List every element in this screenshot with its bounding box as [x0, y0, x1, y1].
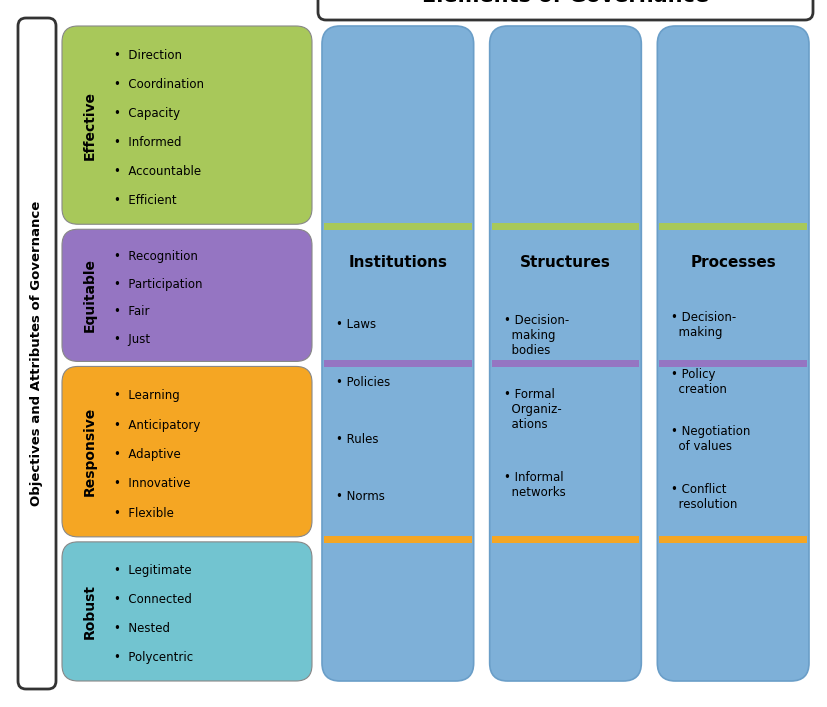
Text: • Decision-
  making: • Decision- making [672, 310, 737, 339]
FancyBboxPatch shape [62, 26, 312, 224]
Text: • Formal
  Organiz-
  ations: • Formal Organiz- ations [504, 388, 562, 431]
Text: •  Just: • Just [114, 333, 151, 346]
Text: •  Fair: • Fair [114, 305, 150, 318]
Text: • Norms: • Norms [336, 490, 385, 503]
FancyBboxPatch shape [18, 18, 56, 689]
Text: • Negotiation
  of values: • Negotiation of values [672, 426, 751, 453]
Text: Robust: Robust [83, 584, 97, 639]
Text: • Laws: • Laws [336, 318, 376, 331]
Text: •  Capacity: • Capacity [114, 107, 180, 120]
Bar [659, 536, 807, 543]
Text: •  Direction: • Direction [114, 49, 182, 62]
Bar [492, 361, 639, 368]
Text: Processes: Processes [691, 255, 776, 270]
Text: •  Connected: • Connected [114, 593, 192, 607]
Text: •  Adaptive: • Adaptive [114, 448, 181, 461]
Text: • Rules: • Rules [336, 433, 379, 446]
Text: Equitable: Equitable [83, 258, 97, 332]
Text: •  Efficient: • Efficient [114, 194, 177, 207]
Text: Institutions: Institutions [348, 255, 447, 270]
Bar [492, 536, 639, 543]
Text: • Conflict
  resolution: • Conflict resolution [672, 483, 738, 510]
Text: • Policy
  creation: • Policy creation [672, 368, 727, 396]
Text: •  Accountable: • Accountable [114, 165, 201, 178]
Text: •  Coordination: • Coordination [114, 78, 204, 90]
Text: Effective: Effective [83, 90, 97, 160]
FancyBboxPatch shape [62, 542, 312, 681]
Text: Structures: Structures [520, 255, 611, 270]
Text: Elements of Governance: Elements of Governance [422, 0, 709, 6]
FancyBboxPatch shape [62, 229, 312, 361]
FancyBboxPatch shape [322, 26, 474, 681]
Text: •  Nested: • Nested [114, 622, 170, 636]
Text: Objectives and Attributes of Governance: Objectives and Attributes of Governance [31, 201, 44, 506]
Text: •  Polycentric: • Polycentric [114, 651, 194, 665]
Text: •  Legitimate: • Legitimate [114, 564, 192, 578]
Text: •  Learning: • Learning [114, 390, 179, 402]
Text: •  Anticipatory: • Anticipatory [114, 419, 200, 432]
Text: •  Participation: • Participation [114, 278, 203, 291]
FancyBboxPatch shape [318, 0, 813, 20]
FancyBboxPatch shape [62, 366, 312, 537]
Bar [324, 223, 471, 230]
Bar [659, 361, 807, 368]
Text: •  Informed: • Informed [114, 136, 181, 149]
Bar [492, 223, 639, 230]
Bar [324, 361, 471, 368]
Text: •  Recognition: • Recognition [114, 250, 198, 263]
Text: •  Flexible: • Flexible [114, 507, 174, 520]
Bar [324, 536, 471, 543]
Text: • Informal
  networks: • Informal networks [504, 471, 566, 498]
Text: •  Innovative: • Innovative [114, 477, 190, 491]
Text: • Decision-
  making
  bodies: • Decision- making bodies [504, 314, 569, 356]
FancyBboxPatch shape [490, 26, 641, 681]
FancyBboxPatch shape [657, 26, 809, 681]
Text: • Policies: • Policies [336, 375, 390, 389]
Bar [659, 223, 807, 230]
Text: Responsive: Responsive [83, 407, 97, 496]
